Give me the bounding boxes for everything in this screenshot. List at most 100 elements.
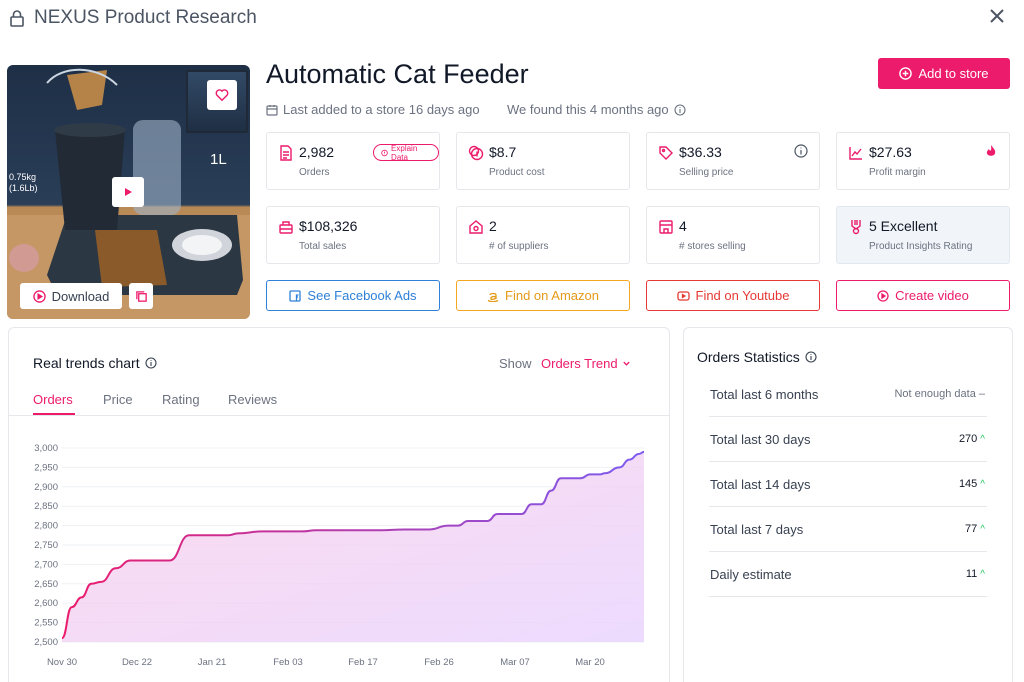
youtube-label: Find on Youtube bbox=[695, 288, 790, 303]
show-label: Show bbox=[499, 356, 532, 371]
add-to-store-label: Add to store bbox=[918, 66, 989, 81]
play-icon bbox=[125, 188, 132, 196]
tab-reviews[interactable]: Reviews bbox=[228, 392, 278, 407]
trend-up-icon: ^ bbox=[980, 434, 985, 445]
product-illustration bbox=[7, 68, 250, 319]
chart-line-icon bbox=[849, 147, 862, 160]
stat-value: 5 Excellent bbox=[869, 218, 938, 234]
chart-area bbox=[62, 451, 644, 642]
download-button[interactable]: Download bbox=[20, 283, 122, 309]
stats-row: Daily estimate 11 ^ bbox=[709, 552, 987, 597]
stats-row: Total last 14 days 145 ^ bbox=[709, 462, 987, 507]
orders-trend-chart: 2,500 2,550 2,600 2,650 2,700 2,750 2,800 2,850… bbox=[34, 443, 645, 668]
info-icon[interactable] bbox=[805, 351, 817, 363]
y-tick-label: 2,900 bbox=[34, 482, 58, 493]
app-title: NEXUS Product Research bbox=[34, 7, 257, 28]
orders-icon bbox=[280, 145, 292, 161]
stat-value: $108,326 bbox=[299, 218, 358, 234]
stats-row-value-text: Not enough data – bbox=[894, 388, 985, 400]
store-icon bbox=[659, 220, 673, 234]
y-tick-label: 2,500 bbox=[34, 637, 58, 648]
stat-card-orders: 2,982 Orders Explain Data bbox=[266, 132, 440, 190]
last-added-meta: Last added to a store 16 days ago bbox=[266, 102, 480, 117]
y-tick-label: 2,650 bbox=[34, 579, 58, 590]
tab-price[interactable]: Price bbox=[103, 392, 133, 407]
copy-button[interactable] bbox=[129, 283, 153, 309]
x-tick-label: Feb 17 bbox=[348, 657, 378, 668]
y-tick-label: 2,550 bbox=[34, 618, 58, 629]
tabs-divider bbox=[8, 415, 670, 416]
stat-value: 2,982 bbox=[299, 144, 335, 160]
heart-icon bbox=[215, 89, 229, 102]
play-circle-icon bbox=[877, 289, 889, 302]
weight-label: 0.75kg (1.6Lb) bbox=[9, 172, 38, 193]
stat-card-selling-price: $36.33 Selling price bbox=[646, 132, 820, 190]
stat-value: $36.33 bbox=[679, 144, 722, 160]
info-icon[interactable] bbox=[794, 144, 808, 158]
x-tick-label: Feb 26 bbox=[424, 657, 454, 668]
orders-statistics-panel bbox=[683, 327, 1013, 682]
product-title: Automatic Cat Feeder bbox=[266, 59, 529, 89]
supplier-icon bbox=[469, 220, 483, 234]
lock-icon bbox=[10, 10, 24, 27]
trend-type-value: Orders Trend bbox=[541, 356, 618, 371]
orders-statistics-title-text: Orders Statistics bbox=[697, 349, 800, 365]
stats-row-value-text: 145 bbox=[958, 478, 978, 490]
found-meta: We found this 4 months ago bbox=[507, 102, 686, 117]
stat-card-suppliers: 2 # of suppliers bbox=[456, 206, 630, 264]
create-video-button[interactable]: Create video bbox=[836, 280, 1010, 311]
stat-value: 2 bbox=[489, 218, 497, 234]
copy-icon bbox=[135, 290, 147, 302]
stat-card-total-sales: $108,326 Total sales bbox=[266, 206, 440, 264]
y-tick-label: 2,600 bbox=[34, 598, 58, 609]
stats-row-label: Total last 7 days bbox=[710, 522, 804, 537]
info-icon[interactable] bbox=[674, 103, 686, 116]
stats-row-label: Total last 30 days bbox=[710, 432, 811, 447]
orders-statistics-title: Orders Statistics bbox=[697, 349, 817, 365]
trend-up-icon: ^ bbox=[980, 524, 985, 535]
stat-card-rating: 5 Excellent Product Insights Rating bbox=[836, 206, 1010, 264]
x-tick-label: Dec 22 bbox=[122, 657, 152, 668]
tab-orders[interactable]: Orders bbox=[33, 392, 73, 407]
close-icon[interactable] bbox=[987, 6, 1007, 26]
y-tick-label: 2,850 bbox=[34, 501, 58, 512]
stats-row-value: 77 ^ bbox=[965, 507, 985, 552]
register-icon bbox=[279, 221, 293, 234]
tab-rating[interactable]: Rating bbox=[162, 392, 200, 407]
favorite-button[interactable] bbox=[207, 80, 237, 110]
trends-title-text: Real trends chart bbox=[33, 355, 140, 371]
flame-icon bbox=[986, 145, 996, 156]
x-tick-label: Mar 07 bbox=[500, 657, 530, 668]
trend-type-dropdown[interactable]: Orders Trend bbox=[541, 356, 631, 371]
amazon-label: Find on Amazon bbox=[505, 288, 599, 303]
plus-circle-icon bbox=[899, 67, 913, 80]
volume-label: 1L bbox=[210, 151, 227, 168]
y-tick-label: 2,750 bbox=[34, 540, 58, 551]
youtube-button[interactable]: Find on Youtube bbox=[646, 280, 820, 311]
top-bar: NEXUS Product Research bbox=[0, 0, 1024, 38]
y-tick-label: 2,700 bbox=[34, 559, 58, 570]
add-to-store-button[interactable]: Add to store bbox=[878, 58, 1010, 89]
y-tick-label: 2,950 bbox=[34, 462, 58, 473]
explain-data-button[interactable]: Explain Data bbox=[373, 144, 439, 162]
play-video-button[interactable] bbox=[112, 177, 144, 207]
stat-label: # of suppliers bbox=[489, 241, 549, 252]
stats-row-value: Not enough data – bbox=[894, 372, 985, 417]
x-tick-label: Feb 03 bbox=[273, 657, 303, 668]
stats-row-value-text: 270 bbox=[958, 433, 978, 445]
stat-label: Selling price bbox=[679, 167, 734, 178]
stat-card-stores-selling: 4 # stores selling bbox=[646, 206, 820, 264]
amazon-icon bbox=[487, 292, 499, 302]
stat-label: Profit margin bbox=[869, 167, 926, 178]
stat-value: $8.7 bbox=[489, 144, 517, 160]
facebook-ads-button[interactable]: See Facebook Ads bbox=[266, 280, 440, 311]
stats-row-label: Daily estimate bbox=[710, 567, 792, 582]
info-icon[interactable] bbox=[145, 357, 157, 369]
tag-icon bbox=[659, 146, 673, 160]
trends-title: Real trends chart bbox=[33, 355, 157, 371]
amazon-button[interactable]: Find on Amazon bbox=[456, 280, 630, 311]
chevron-down-icon bbox=[622, 361, 630, 366]
x-tick-label: Jan 21 bbox=[198, 657, 227, 668]
download-label: Download bbox=[51, 288, 110, 304]
trend-up-icon: ^ bbox=[980, 569, 985, 580]
